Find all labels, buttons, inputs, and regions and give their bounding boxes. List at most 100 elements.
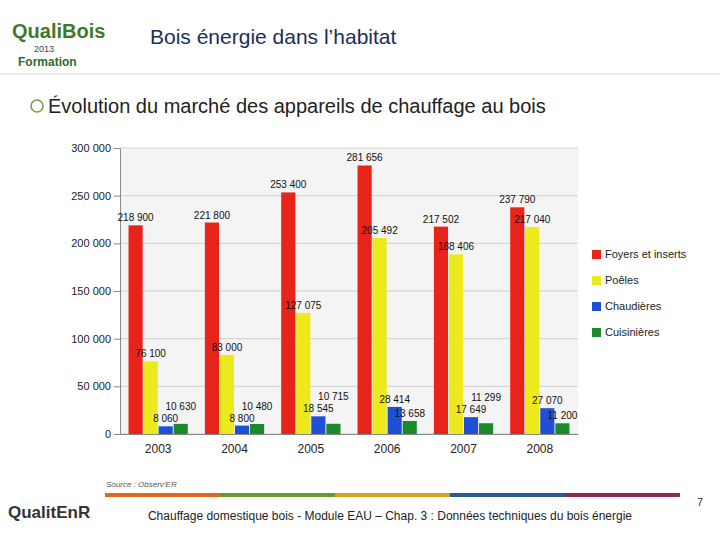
bar: [174, 424, 188, 434]
x-tick: 2003: [145, 434, 172, 456]
y-tick-label: 100 000: [71, 333, 111, 345]
bar: [129, 225, 143, 434]
y-tick-label: 150 000: [71, 285, 111, 297]
bar: [326, 424, 340, 434]
bar: [235, 426, 249, 434]
grid-line: [120, 243, 578, 244]
data-label: 217 502: [423, 214, 460, 225]
x-tick-label: 2008: [526, 442, 553, 456]
y-tick: 0: [105, 428, 120, 440]
footer-band: [450, 493, 565, 497]
x-tick-label: 2003: [145, 442, 172, 456]
bullet: [31, 100, 43, 112]
x-tick-label: 2004: [221, 442, 248, 456]
legend-swatch: [592, 276, 601, 285]
data-label: 10 480: [242, 401, 273, 412]
series-bars: [144, 227, 540, 434]
grid: [120, 148, 578, 434]
data-label: 27 070: [532, 395, 563, 406]
y-tick-mark: [114, 196, 120, 197]
data-label: 8 060: [153, 413, 178, 424]
legend-swatch: [592, 302, 601, 311]
y-tick-mark: [114, 339, 120, 340]
bar: [311, 416, 325, 434]
legend: Foyers et insertsPoêlesChaudièresCuisini…: [592, 248, 687, 338]
data-label: 18 545: [303, 403, 334, 414]
grid-line: [120, 148, 578, 149]
legend-label: Foyers et inserts: [605, 248, 687, 260]
y-tick-label: 200 000: [71, 237, 111, 249]
data-label: 11 200: [547, 410, 577, 421]
slide: QualiBois2013FormationBois énergie dans …: [0, 0, 720, 540]
y-tick: 250 000: [71, 190, 120, 202]
bar: [479, 423, 493, 434]
data-label: 205 492: [362, 225, 399, 236]
bar: [250, 424, 264, 434]
bar: [358, 165, 372, 434]
data-label: 253 400: [270, 179, 307, 190]
legend-swatch: [592, 250, 601, 259]
y-tick: 300 000: [71, 142, 120, 154]
footer-band: [220, 493, 335, 497]
data-label: 237 790: [499, 194, 536, 205]
y-tick-label: 250 000: [71, 190, 111, 202]
bar: [159, 426, 173, 434]
series-bars: [159, 407, 555, 434]
footer-logo: QualitEnR: [8, 503, 90, 522]
x-axis-line: [121, 434, 579, 435]
grid-line: [120, 434, 578, 435]
data-label: 127 075: [285, 300, 322, 311]
y-tick-mark: [114, 434, 120, 435]
data-label: 188 406: [438, 241, 475, 252]
x-tick-label: 2007: [450, 442, 477, 456]
data-label: 8 800: [230, 413, 255, 424]
data-label: 10 630: [165, 401, 196, 412]
y-axis-line: [120, 149, 121, 435]
y-tick-mark: [114, 386, 120, 387]
bars: [129, 165, 570, 434]
plot-background: [120, 148, 578, 434]
x-tick: 2006: [374, 434, 401, 456]
y-tick-mark: [114, 148, 120, 149]
y-tick-label: 300 000: [71, 142, 111, 154]
y-tick: 150 000: [71, 285, 120, 297]
legend-label: Chaudières: [605, 300, 662, 312]
data-label: 221 800: [194, 210, 231, 221]
x-tick: 2008: [526, 434, 553, 456]
y-tick: 100 000: [71, 333, 120, 345]
data-label: 83 000: [212, 342, 243, 353]
data-label: 76 100: [135, 348, 166, 359]
bar: [403, 421, 417, 434]
x-tick: 2007: [450, 434, 477, 456]
x-tick-label: 2005: [297, 442, 324, 456]
data-label: 11 299: [471, 392, 501, 403]
grid-line: [120, 291, 578, 292]
logo-year: 2013: [34, 44, 54, 54]
x-axis: 2003 2004 2005 2006 2007 2008: [121, 434, 579, 456]
source: Source : Observ’ER: [106, 480, 177, 489]
data-label: 10 715: [318, 391, 349, 402]
footer-band: [105, 493, 220, 497]
data-label: 13 658: [394, 408, 425, 419]
data-label: 28 414: [379, 394, 410, 405]
heading: Évolution du marché des appareils de cha…: [48, 95, 546, 117]
grid-line: [120, 386, 578, 387]
y-tick-label: 0: [105, 428, 111, 440]
page-number: 7: [697, 496, 703, 508]
x-tick-label: 2006: [374, 442, 401, 456]
x-tick: 2004: [221, 434, 248, 456]
y-tick-mark: [114, 291, 120, 292]
logo-caption: Formation: [18, 55, 77, 69]
data-label: 281 656: [347, 152, 384, 163]
legend-label: Cuisinières: [605, 326, 660, 338]
legend-swatch: [592, 328, 601, 337]
data-label: 17 649: [456, 404, 487, 415]
y-tick: 50 000: [77, 380, 120, 392]
y-tick-label: 50 000: [77, 380, 111, 392]
bar: [464, 417, 478, 434]
y-tick: 200 000: [71, 237, 120, 249]
x-tick: 2005: [297, 434, 324, 456]
bar: [555, 423, 569, 434]
y-axis: 0 50 000 100 000 150 000 200 000 250 000 300 0…: [71, 142, 120, 440]
data-label: 218 900: [118, 212, 155, 223]
